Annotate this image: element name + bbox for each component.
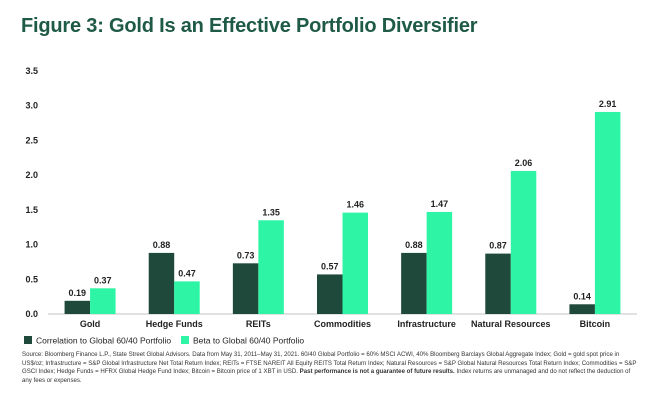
bar-correlation — [148, 252, 175, 314]
data-label: 0.19 — [69, 288, 87, 298]
y-tick-label: 3.0 — [25, 101, 38, 111]
data-label: 0.87 — [489, 241, 507, 251]
y-tick-label: 3.5 — [25, 66, 38, 76]
bar-beta — [342, 212, 368, 314]
source-note: Source: Bloomberg Finance L.P., State St… — [22, 351, 637, 385]
legend: Correlation to Global 60/40 Portfolio Bet… — [24, 336, 304, 346]
data-label: 1.35 — [262, 207, 280, 217]
legend-label: Beta to Global 60/40 Portfolio — [193, 336, 304, 346]
x-tick-label: Bitcoin — [580, 319, 611, 329]
y-tick-label: 2.5 — [25, 135, 38, 145]
y-tick-label: 1.0 — [25, 240, 38, 250]
data-label: 1.47 — [431, 199, 449, 209]
bar-correlation — [485, 253, 511, 314]
data-label: 0.14 — [573, 291, 591, 301]
x-tick-label: Commodities — [314, 319, 371, 329]
legend-swatch — [181, 336, 189, 344]
bar-beta — [426, 211, 453, 314]
data-label: 0.57 — [321, 261, 339, 271]
bar-beta — [258, 220, 284, 314]
source-tail: Index returns are unmanaged and do not r… — [22, 368, 631, 384]
y-axis: 0.0 0.5 1.0 1.5 2.0 2.5 3.0 3.5 — [25, 66, 38, 319]
source-disclaimer: Past performance is not a guarantee of f… — [299, 368, 455, 376]
data-label: 1.46 — [346, 200, 364, 210]
source-text: Source: Bloomberg Finance L.P., State St… — [22, 351, 637, 376]
bar-correlation — [232, 263, 259, 314]
x-tick-label: Hedge Funds — [146, 319, 203, 329]
bar-beta — [510, 170, 537, 314]
bar-beta — [174, 281, 200, 314]
legend-label: Correlation to Global 60/40 Portfolio — [36, 336, 171, 346]
data-label: 2.91 — [599, 99, 617, 109]
x-tick-label: REITs — [246, 319, 271, 329]
bar-chart: 0.0 0.5 1.0 1.5 2.0 2.5 3.0 3.5 0.19 0.37 Gold 0.8… — [24, 66, 637, 346]
y-tick-label: 0.5 — [25, 274, 38, 284]
bar-correlation — [64, 300, 91, 314]
data-label: 0.37 — [94, 275, 112, 285]
x-tick-label: Gold — [80, 319, 101, 329]
data-label: 0.73 — [237, 250, 255, 260]
data-label: 0.88 — [153, 240, 171, 250]
x-tick-label: Natural Resources — [471, 319, 551, 329]
bar-correlation — [401, 252, 427, 314]
data-label: 2.06 — [515, 158, 533, 168]
data-label: 0.88 — [405, 240, 423, 250]
y-tick-label: 0.0 — [25, 309, 38, 319]
x-tick-label: Infrastructure — [397, 319, 456, 329]
bars: 0.19 0.37 Gold 0.88 0.47 Hedge Funds 0.73 1.35 R… — [64, 99, 621, 329]
bar-correlation — [317, 274, 343, 314]
y-tick-label: 1.5 — [25, 205, 38, 215]
bar-correlation — [569, 304, 595, 314]
bar-beta — [90, 288, 116, 314]
y-tick-label: 2.0 — [25, 170, 38, 180]
chart-title: Figure 3: Gold Is an Effective Portfolio… — [21, 15, 478, 37]
bar-beta — [594, 111, 621, 314]
data-label: 0.47 — [178, 268, 196, 278]
legend-swatch — [24, 336, 32, 344]
